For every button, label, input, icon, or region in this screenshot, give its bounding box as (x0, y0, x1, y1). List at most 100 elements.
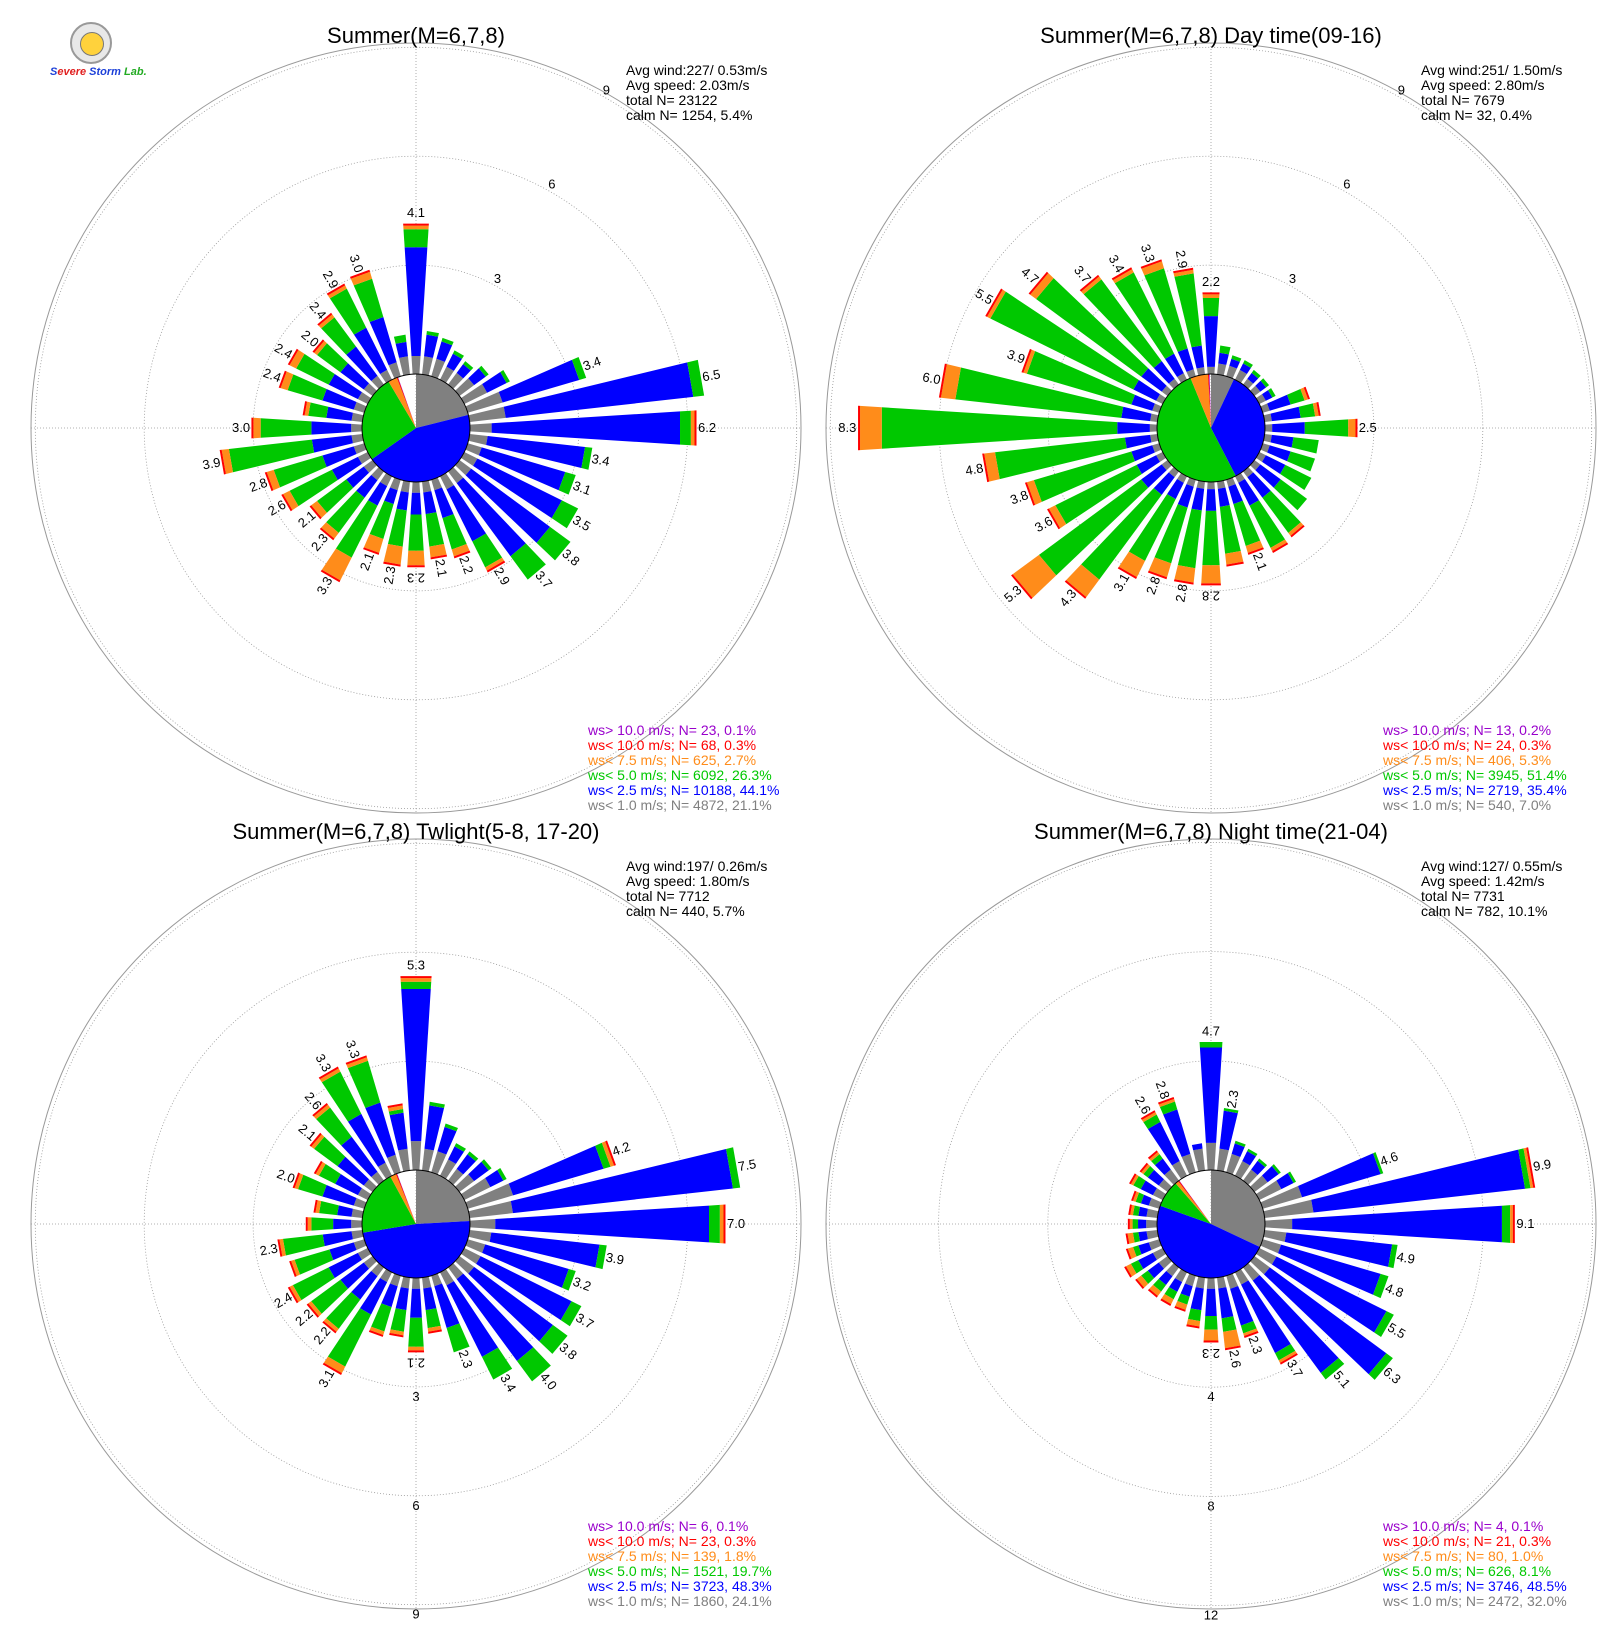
bar-segment (460, 1248, 481, 1264)
bar-segment (1251, 1160, 1266, 1176)
bar-segment (1275, 1344, 1296, 1361)
legend-entry: ws< 1.0 m/s; N= 4872, 21.1% (587, 797, 772, 813)
bar-segment (1251, 369, 1261, 379)
bar-value-label: 4.8 (1383, 1280, 1405, 1300)
wind-rose-panel-2: 3692.22.52.12.82.82.83.14.35.33.63.84.88… (825, 23, 1597, 814)
bar-segment (1033, 451, 1135, 502)
bar-segment (356, 474, 378, 498)
bar-segment (1175, 1301, 1188, 1310)
bar-segment (860, 405, 882, 451)
bar-cap (1127, 1218, 1130, 1230)
bar-segment (446, 353, 462, 371)
bar-segment (253, 417, 261, 439)
bar-value-label: 3.9 (1005, 346, 1027, 366)
bar-segment (1147, 1121, 1180, 1166)
bar-segment (460, 384, 488, 404)
bar-segment (1217, 1276, 1227, 1289)
bar-cap (309, 505, 322, 520)
bar-segment (1163, 1109, 1191, 1158)
bar-segment (1136, 455, 1160, 474)
bar-segment (322, 1184, 357, 1206)
bar-segment (1242, 1151, 1256, 1166)
bar-segment (1148, 557, 1172, 578)
bar-segment (1199, 1047, 1223, 1143)
bar-segment (322, 446, 357, 468)
bar-cap (1131, 1190, 1137, 1202)
bar-segment (1243, 1328, 1258, 1337)
bar-segment (1186, 477, 1196, 487)
bar-segment (1149, 1151, 1160, 1162)
bar-value-label: 2.3 (1224, 1089, 1242, 1109)
bar-segment (539, 1324, 568, 1354)
bar-segment (1152, 403, 1162, 413)
bar-segment (468, 1230, 492, 1242)
bar-segment (1217, 487, 1230, 507)
bar-segment (266, 469, 281, 491)
bar-segment (478, 365, 489, 377)
bar-segment (1149, 424, 1158, 432)
bar-cap (317, 312, 333, 326)
bar-segment (1165, 353, 1184, 377)
bar-segment (690, 410, 695, 446)
legend-entry: ws< 5.0 m/s; N= 626, 8.1% (1382, 1563, 1551, 1579)
bar-segment (335, 1174, 362, 1196)
bar-segment (1159, 1101, 1178, 1115)
bar-segment (1188, 1308, 1202, 1322)
pie-slice (390, 1173, 416, 1224)
bar-segment (437, 1126, 457, 1155)
bar-cap (1157, 1096, 1175, 1105)
bar-segment (1048, 505, 1067, 529)
bar-segment (1149, 1284, 1162, 1297)
bar-segment (1154, 1158, 1171, 1176)
bar-segment (423, 1287, 437, 1311)
bar-cap (368, 1330, 384, 1337)
bar-segment (408, 514, 424, 551)
bar-segment (1264, 1218, 1293, 1230)
bar-segment (467, 1151, 479, 1162)
bar-segment (995, 437, 1127, 480)
bar-segment (1131, 445, 1155, 462)
bar-segment (1231, 1143, 1245, 1158)
bar-segment (260, 418, 312, 438)
bar-value-label: 4.7 (1202, 1024, 1220, 1039)
bar-segment (1206, 1277, 1216, 1289)
bar-segment (1241, 1280, 1291, 1354)
bar-segment (1177, 348, 1194, 372)
bar-segment (1267, 394, 1291, 411)
bar-segment (357, 1188, 372, 1200)
bar-cap (400, 976, 432, 979)
ring-label: 9 (412, 1607, 419, 1622)
bar-segment (446, 1323, 470, 1353)
bar-value-label: 3.4 (590, 451, 610, 469)
bar-segment (1038, 479, 1149, 576)
bar-segment (380, 472, 392, 487)
bar-segment (1223, 1329, 1241, 1349)
bar-segment (388, 362, 401, 379)
bar-segment (326, 490, 365, 533)
legend-entry: ws< 2.5 m/s; N= 3723, 48.3% (587, 1578, 772, 1594)
bar-value-label: 2.3 (407, 570, 425, 585)
bar-segment (1152, 1248, 1167, 1260)
bar-segment (1202, 294, 1220, 299)
bar-segment (468, 406, 506, 422)
legend-entry: ws> 10.0 m/s; N= 6, 0.1% (587, 1518, 748, 1534)
bar-segment (400, 1276, 410, 1289)
bar-cap (305, 1217, 308, 1231)
pie-slice (1211, 374, 1234, 428)
bar-segment (1388, 1244, 1398, 1269)
bar-cap (407, 1350, 425, 1353)
bar-segment (329, 288, 367, 335)
bar-segment (1205, 489, 1217, 511)
bar-value-label: 2.3 (1245, 1334, 1265, 1356)
legend-entry: ws< 1.0 m/s; N= 540, 7.0% (1382, 797, 1551, 813)
bar-segment (353, 278, 384, 322)
bar-segment (1263, 434, 1272, 443)
bar-segment (1292, 1205, 1502, 1243)
bar-segment (1221, 1316, 1237, 1332)
bar-value-label: 3.4 (581, 353, 603, 373)
bar-segment (395, 1287, 409, 1311)
bar-value-label: 2.1 (1250, 550, 1270, 572)
legend-entry: ws< 7.5 m/s; N= 80, 1.0% (1382, 1548, 1543, 1564)
bar-segment (399, 356, 410, 376)
bar-value-label: 2.5 (1359, 420, 1377, 435)
